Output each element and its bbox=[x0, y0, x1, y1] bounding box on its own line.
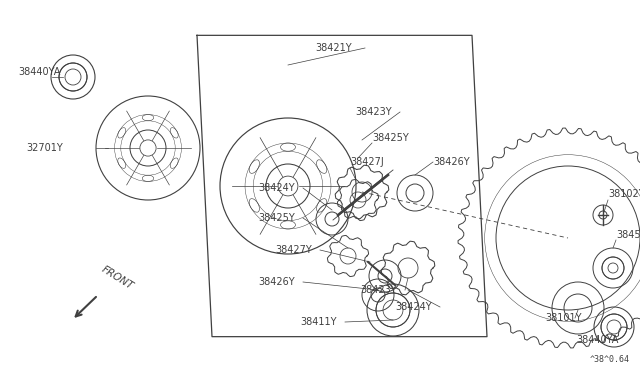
Text: 38411Y: 38411Y bbox=[300, 317, 337, 327]
Text: 38440YA: 38440YA bbox=[18, 67, 60, 77]
Text: 38423Y: 38423Y bbox=[355, 107, 392, 117]
Text: ^38^0.64: ^38^0.64 bbox=[590, 355, 630, 364]
Text: 38102Y: 38102Y bbox=[608, 189, 640, 199]
Text: 38424Y: 38424Y bbox=[395, 302, 431, 312]
Text: 38453Y: 38453Y bbox=[616, 230, 640, 240]
Text: 38425Y: 38425Y bbox=[258, 213, 295, 223]
Text: 38426Y: 38426Y bbox=[433, 157, 470, 167]
Text: 38427J: 38427J bbox=[350, 157, 384, 167]
Text: FRONT: FRONT bbox=[100, 265, 136, 292]
Text: 38423Y: 38423Y bbox=[360, 285, 397, 295]
Text: 38424Y: 38424Y bbox=[258, 183, 294, 193]
Text: 38426Y: 38426Y bbox=[258, 277, 294, 287]
Text: 32701Y: 32701Y bbox=[26, 143, 63, 153]
Text: 38440YA: 38440YA bbox=[576, 335, 618, 345]
Text: 38425Y: 38425Y bbox=[372, 133, 409, 143]
Text: 38421Y: 38421Y bbox=[315, 43, 351, 53]
Text: 38427Y: 38427Y bbox=[275, 245, 312, 255]
Text: 38101Y: 38101Y bbox=[545, 313, 582, 323]
